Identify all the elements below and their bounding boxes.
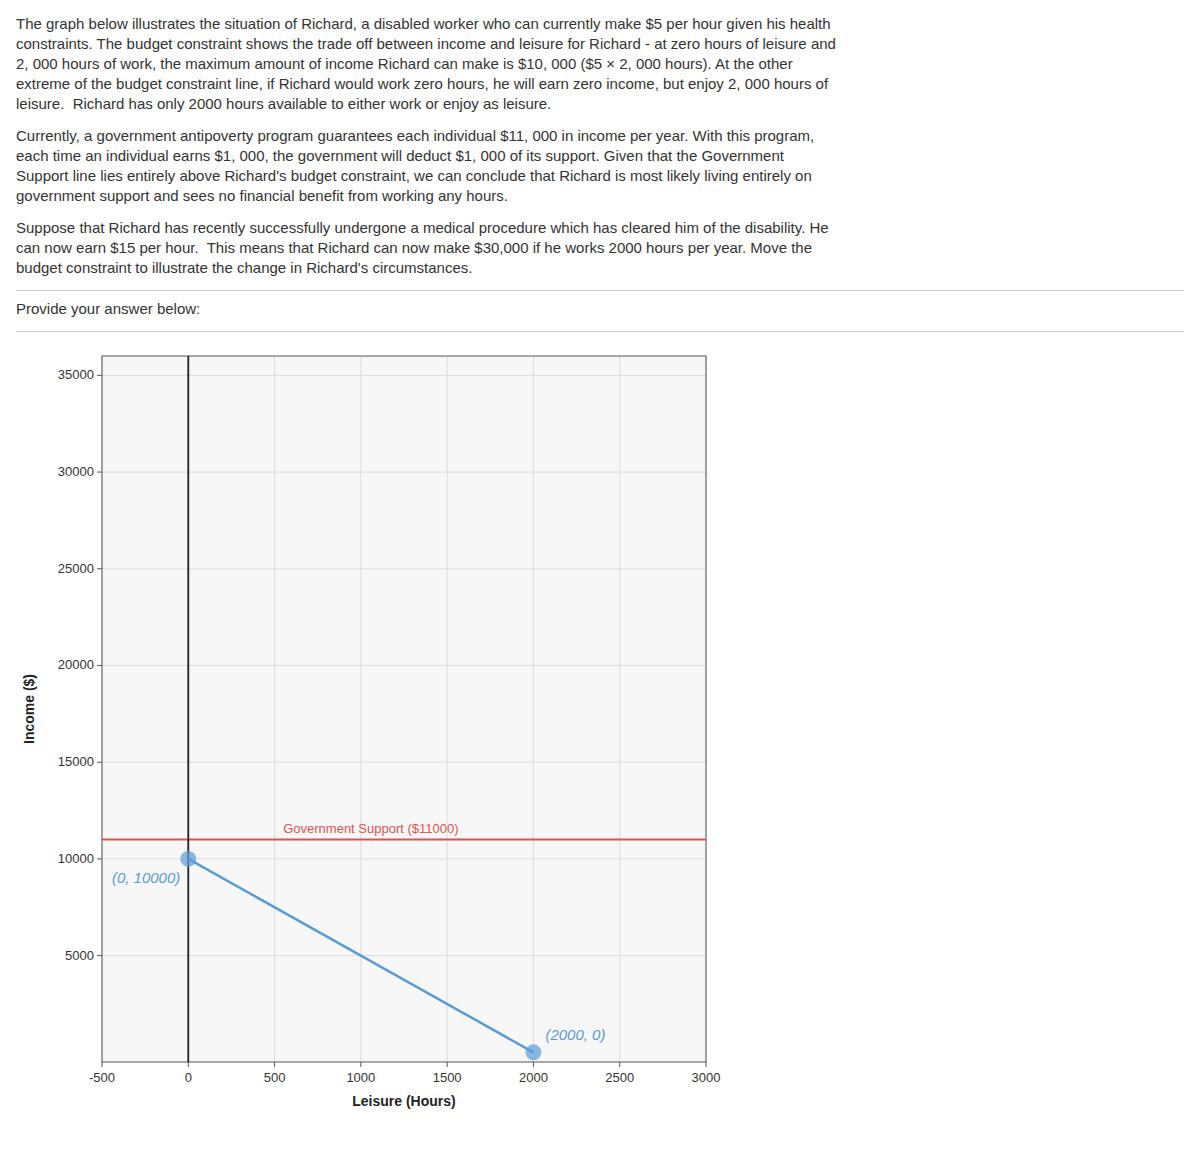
divider bbox=[16, 331, 1184, 332]
point bbox=[525, 1044, 541, 1060]
y-tick-label: 30000 bbox=[58, 464, 94, 479]
prompt: Provide your answer below: bbox=[16, 299, 1184, 319]
y-grid-line bbox=[102, 955, 706, 956]
y-grid-line bbox=[102, 665, 706, 666]
divider bbox=[16, 290, 1184, 291]
y-tick bbox=[97, 858, 102, 859]
y-tick-label: 20000 bbox=[58, 657, 94, 672]
x-tick-label: -500 bbox=[89, 1070, 115, 1085]
x-tick bbox=[619, 1062, 620, 1067]
x-tick bbox=[533, 1062, 534, 1067]
x-tick-label: 1500 bbox=[433, 1070, 462, 1085]
x-tick-label: 0 bbox=[185, 1070, 192, 1085]
grid bbox=[102, 356, 706, 1062]
x-tick bbox=[706, 1062, 707, 1067]
reference-label: Government Support ($11000) bbox=[283, 821, 458, 836]
y-axis-label: Income ($) bbox=[21, 674, 37, 744]
y-grid-line bbox=[102, 568, 706, 569]
y-tick bbox=[97, 955, 102, 956]
x-tick-label: 2000 bbox=[519, 1070, 548, 1085]
x-tick bbox=[274, 1062, 275, 1067]
y-tick bbox=[97, 375, 102, 376]
budget-line bbox=[188, 859, 533, 1052]
y-tick bbox=[97, 568, 102, 569]
paragraph: Suppose that Richard has recently succes… bbox=[16, 218, 1184, 278]
x-tick bbox=[447, 1062, 448, 1067]
point-label: (0, 10000) bbox=[112, 869, 180, 886]
y-tick-label: 10000 bbox=[58, 851, 94, 866]
plot-background bbox=[102, 356, 706, 1062]
paragraph: The graph below illustrates the situatio… bbox=[16, 14, 1184, 114]
reference-line bbox=[187, 356, 189, 1062]
x-tick bbox=[102, 1062, 103, 1067]
page: The graph below illustrates the situatio… bbox=[0, 0, 1200, 1124]
x-tick-label: 3000 bbox=[692, 1070, 721, 1085]
x-tick bbox=[360, 1062, 361, 1067]
plot-area bbox=[102, 356, 706, 1062]
paragraph: Currently, a government antipoverty prog… bbox=[16, 126, 1184, 206]
point bbox=[180, 851, 196, 867]
point-label: (2000, 0) bbox=[545, 1026, 605, 1043]
chart: -500 0 500 1000 1500 2000 2500 3000 5000 10000 150… bbox=[16, 340, 736, 1120]
plot-frame bbox=[102, 356, 706, 1062]
y-tick bbox=[97, 472, 102, 473]
y-tick bbox=[97, 762, 102, 763]
y-tick-label: 15000 bbox=[58, 754, 94, 769]
y-grid-line bbox=[102, 472, 706, 473]
y-tick-label: 5000 bbox=[65, 948, 94, 963]
y-tick-label: 35000 bbox=[58, 367, 94, 382]
x-tick-label: 500 bbox=[264, 1070, 286, 1085]
y-grid-line bbox=[102, 762, 706, 763]
y-grid-line bbox=[102, 375, 706, 376]
x-axis-label: Leisure (Hours) bbox=[352, 1093, 455, 1109]
y-tick-label: 25000 bbox=[58, 561, 94, 576]
x-tick bbox=[188, 1062, 189, 1067]
x-tick-label: 2500 bbox=[605, 1070, 634, 1085]
x-grid-line bbox=[188, 356, 189, 1062]
x-tick-label: 1000 bbox=[346, 1070, 375, 1085]
y-tick bbox=[97, 665, 102, 666]
reference-line bbox=[102, 839, 706, 841]
